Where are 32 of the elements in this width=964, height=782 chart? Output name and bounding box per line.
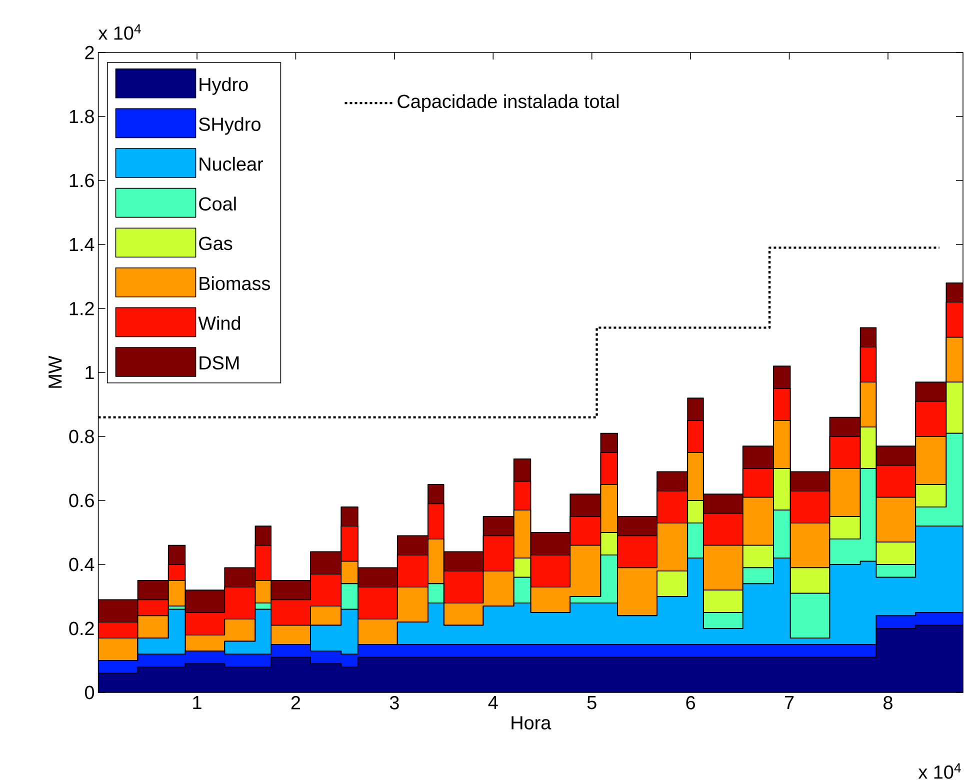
legend-label: Nuclear [200,156,264,171]
y-tick-label: 1.6 [70,174,94,188]
x-tick-label: 2 [291,696,300,710]
legend-label: Capacidade instalada total [398,94,618,112]
text: x 10$^{4}$ [918,763,961,779]
y-tick-label: 1.2 [70,302,94,316]
y-tick-label: 0.6 [69,494,94,508]
y-tick-label: 0 [84,686,94,700]
legend-label: Coal [199,196,236,211]
y-axis-title: MW [48,356,62,388]
legend-label: Gas [199,236,232,250]
legend-label: SHydro [198,117,260,135]
y-tick-label: 2 [85,46,94,60]
y-tick-label: 1.8 [70,110,94,124]
y-tick-label: 1 [86,366,94,380]
y-tick-label: 0.8 [69,430,94,444]
x-tick-label: 8 [884,696,892,710]
y-tick-label: 0.2 [69,622,94,636]
x-tick-label: 7 [784,696,794,710]
y-tick-label: 1.4 [70,238,94,252]
x-tick-label: 1 [193,696,202,710]
x-tick-label: 6 [686,696,695,710]
legend-label: Biomass [200,276,270,290]
y-tick-label: 0.4 [69,558,94,572]
legend-label: Hydro [200,77,248,95]
x-tick-label: 3 [390,696,399,710]
legend-label: DSM [200,356,239,370]
text: x 10$^{4}$ [98,24,141,40]
x-tick-label: 5 [587,696,596,710]
x-tick-label: 4 [488,696,498,710]
legend-label: Wind [198,316,240,330]
x-axis-title: Hora [512,716,552,730]
